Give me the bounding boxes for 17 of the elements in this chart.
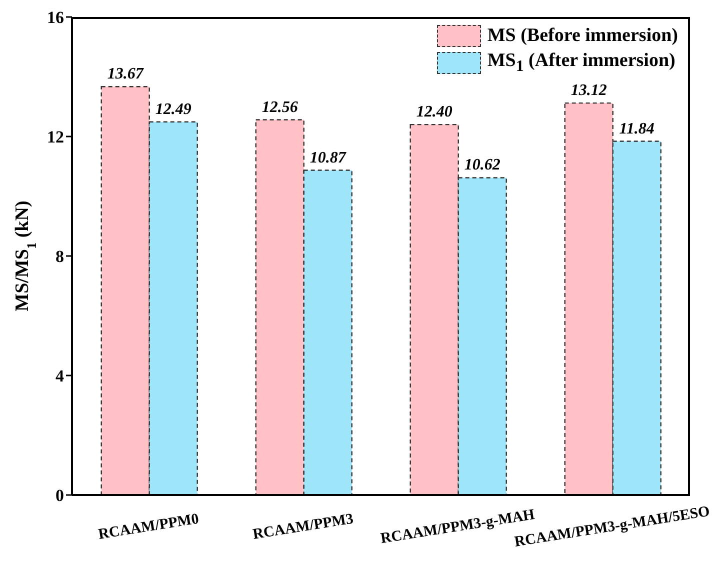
data-label: 11.84 <box>619 120 654 138</box>
data-label: 12.56 <box>262 98 298 116</box>
y-tick-label: 16 <box>47 8 64 28</box>
x-tick-label: RCAAM/PPM0 <box>97 511 200 543</box>
y-tick-label: 12 <box>47 128 64 147</box>
legend-label: MS$_{1}$ (After immersion) <box>487 50 676 76</box>
y-tick-label: 0 <box>56 486 64 506</box>
data-label: 12.49 <box>155 100 192 118</box>
y-tick-label: 8 <box>56 247 64 266</box>
data-label: 13.67 <box>107 66 144 83</box>
data-label: 12.40 <box>416 104 452 121</box>
y-tick-label: 4 <box>56 366 64 386</box>
data-label: 13.12 <box>570 82 607 100</box>
legend-label: MS (Before immersion) <box>487 24 678 46</box>
x-tick-label: RCAAM/PPM3 <box>252 511 355 543</box>
data-label: 10.87 <box>310 149 347 166</box>
data-label: 10.62 <box>464 156 500 174</box>
